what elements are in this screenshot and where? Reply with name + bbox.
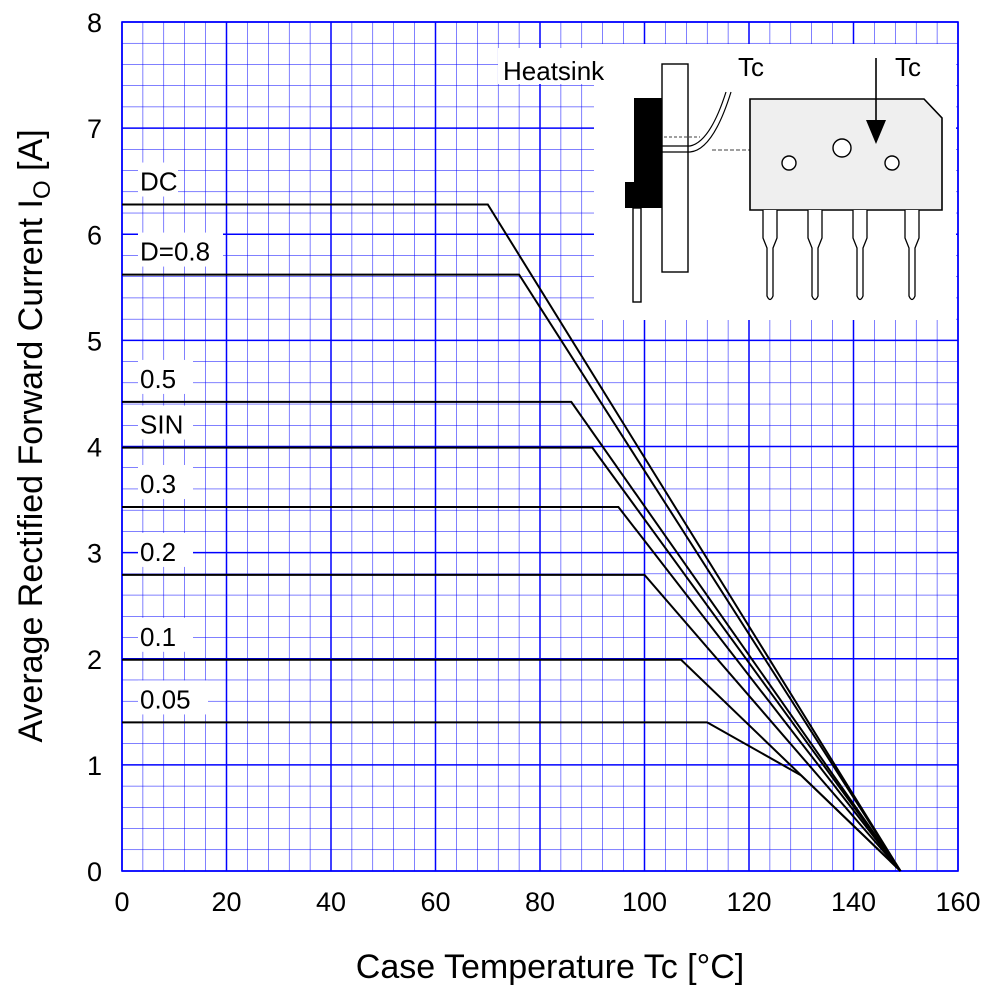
series-line [122,273,902,872]
tc-arrow-head [866,120,886,144]
mounting-hole [832,138,852,158]
device-lead [852,210,868,301]
y-axis-tick-labels: 0 1 2 3 4 5 6 7 8 [87,8,102,887]
y-tick-label: 8 [87,8,102,38]
x-tick-label: 100 [622,887,667,917]
series-label-background [138,464,193,499]
y-axis-title-subscript: O [29,180,56,199]
heatsink-label: Heatsink [503,56,605,86]
y-axis-title-main: Average Rectified Forward Current I [12,199,50,743]
series-label: 0.1 [140,622,176,652]
series-lines [122,203,902,872]
x-tick-label: 20 [211,887,241,917]
indicator-hole-right [884,155,900,171]
series-label-background [138,680,208,715]
y-tick-label: 5 [87,326,102,356]
y-tick-label: 0 [87,857,102,887]
y-tick-label: 1 [87,751,102,781]
series-line [122,400,902,872]
y-tick-label: 3 [87,539,102,569]
thermocouple-wire-2 [662,91,732,153]
series-label: 0.5 [140,364,176,394]
series-label: 0.3 [140,469,176,499]
heatsink-label-background [498,48,598,84]
series-label-background [138,359,193,394]
x-tick-label: 40 [316,887,346,917]
plot-frame [121,21,959,872]
tc-label-left: Tc [738,52,764,82]
indicator-hole-left [781,155,797,171]
x-tick-label: 160 [935,887,980,917]
device-lead [807,210,823,301]
series-line [122,573,902,872]
series-label: 0.05 [140,684,191,714]
x-tick-label: 60 [420,887,450,917]
tc-label-right: Tc [895,52,921,82]
series-label: 0.2 [140,537,176,567]
device-leads [762,210,920,301]
device-side-view [625,98,662,208]
x-tick-label: 120 [726,887,771,917]
series-label: D=0.8 [140,237,210,267]
y-axis-title-unit: [A] [12,129,50,180]
series-line [122,446,902,872]
series-label: DC [140,167,178,197]
x-axis-title: Case Temperature Tc [°C] [356,948,744,986]
y-tick-label: 6 [87,220,102,250]
y-tick-label: 2 [87,645,102,675]
y-tick-label: 7 [87,114,102,144]
series-label-background [138,532,193,567]
series-line [122,506,902,872]
series-line [122,721,902,872]
series-label-background [138,232,223,267]
thermocouple-wire [662,91,727,147]
device-side-lead [632,207,642,303]
mounting-diagram: Heatsink Tc Tc [498,44,956,320]
series-labels: DC D=0.8 0.5 SIN 0.3 0.2 0.1 0.05 [138,162,223,715]
x-axis-tick-labels: 0 20 40 60 80 100 120 140 160 [114,887,980,917]
series-line [122,203,902,872]
series-label-background [138,617,193,652]
x-tick-label: 0 [114,887,129,917]
series-label-background [138,162,178,197]
y-tick-label: 4 [87,433,102,463]
series-label: SIN [140,410,183,440]
x-tick-label: 80 [525,887,555,917]
series-label-background [138,405,193,440]
device-lead [762,210,778,301]
x-tick-label: 140 [831,887,876,917]
y-axis-title: Average Rectified Forward Current IO [A] [12,129,56,742]
device-lead [904,210,920,301]
heatsink-plate [661,63,689,273]
